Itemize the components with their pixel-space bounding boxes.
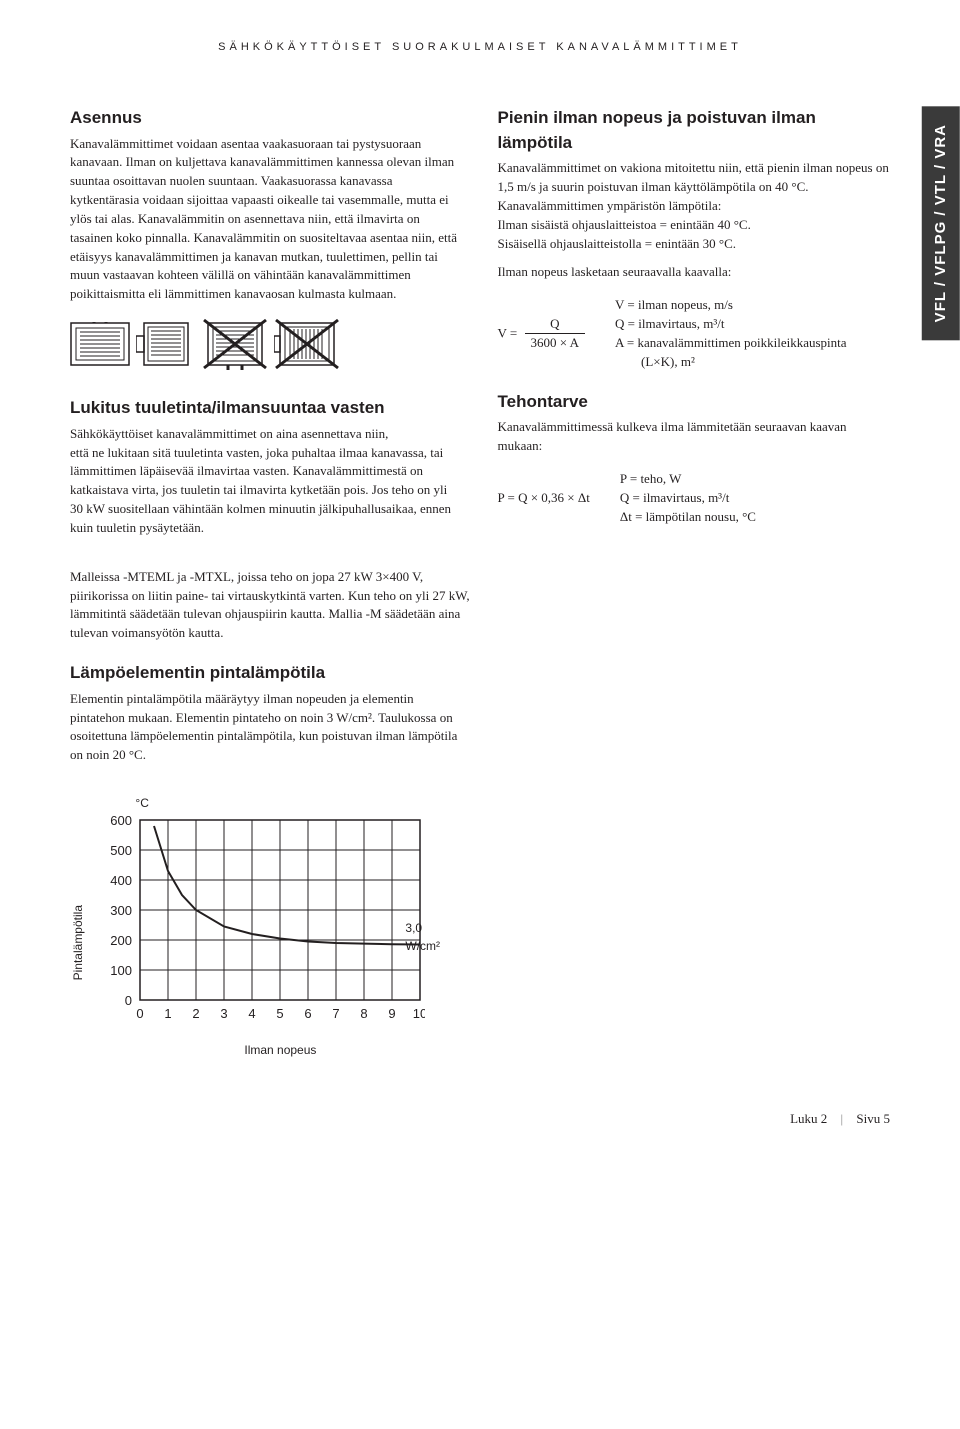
svg-text:0: 0 <box>125 993 132 1008</box>
installation-icons-row <box>70 318 463 376</box>
heater-wrong-1-icon <box>202 318 268 376</box>
fraction-num: Q <box>525 315 586 335</box>
right-column: Pienin ilman nopeus ja poistuvan ilman l… <box>498 106 891 548</box>
chart-x-label: Ilman nopeus <box>135 1042 425 1059</box>
chart-unit: °C <box>135 795 425 812</box>
svg-text:7: 7 <box>333 1006 340 1021</box>
svg-text:9: 9 <box>389 1006 396 1021</box>
svg-text:200: 200 <box>111 933 133 948</box>
heading-tehontarve: Tehontarve <box>498 390 891 415</box>
surface-temp-chart: 0123456789100100200300400500600 <box>95 815 425 1025</box>
svg-text:10: 10 <box>413 1006 425 1021</box>
svg-text:0: 0 <box>137 1006 144 1021</box>
heading-asennus: Asennus <box>70 106 463 131</box>
para-asennus: Kanavalämmittimet voidaan asentaa vaakas… <box>70 135 463 305</box>
svg-text:1: 1 <box>165 1006 172 1021</box>
heading-pintalampo: Lämpöelementin pintalämpötila <box>70 661 470 686</box>
para-lukitus-2: että ne lukitaan sitä tuuletinta vasten,… <box>70 444 463 538</box>
side-tab: VFL / VFLPG / VTL / VRA <box>922 106 960 340</box>
lower-single-column: Malleissa -MTEML ja -MTXL, joissa teho o… <box>70 568 470 765</box>
legend-a: A = kanavalämmittimen poikkileikkauspint… <box>615 334 847 353</box>
formula-v-lhs: V = Q 3600 × A <box>498 315 586 354</box>
svg-text:6: 6 <box>305 1006 312 1021</box>
svg-text:8: 8 <box>361 1006 368 1021</box>
svg-text:100: 100 <box>111 963 133 978</box>
legend-q2: Q = ilmavirtaus, m³/t <box>620 489 756 508</box>
para-lukitus-1: Sähkökäyttöiset kanavalämmittimet on ain… <box>70 425 463 444</box>
fraction: Q 3600 × A <box>525 315 586 354</box>
svg-text:500: 500 <box>111 843 133 858</box>
svg-text:400: 400 <box>111 873 133 888</box>
two-column-layout: VFL / VFLPG / VTL / VRA Asennus Kanavalä… <box>70 106 890 548</box>
page-footer: Luku 2 | Sivu 5 <box>70 1110 890 1129</box>
footer-page: Sivu 5 <box>856 1111 890 1126</box>
legend-dt: Δt = lämpötilan nousu, °C <box>620 508 756 527</box>
heading-lukitus: Lukitus tuuletinta/ilmansuuntaa vasten <box>70 396 463 421</box>
footer-sep: | <box>841 1111 844 1126</box>
para-pienin-3: Ilman sisäistä ohjauslaitteistoa = enint… <box>498 216 891 235</box>
svg-text:300: 300 <box>111 903 133 918</box>
para-tehontarve: Kanavalämmittimessä kulkeva ilma lämmite… <box>498 418 891 456</box>
svg-text:5: 5 <box>277 1006 284 1021</box>
svg-text:600: 600 <box>111 815 133 828</box>
svg-text:4: 4 <box>249 1006 256 1021</box>
chart-wrap: °C 0123456789100100200300400500600 3,0 W… <box>95 795 425 1060</box>
heater-horizontal-ok-icon <box>70 322 130 372</box>
legend-a2: (L×K), m² <box>615 353 847 372</box>
left-column: Asennus Kanavalämmittimet voidaan asenta… <box>70 106 463 548</box>
legend-v: V = ilman nopeus, m/s <box>615 296 847 315</box>
formula-power: P = Q × 0,36 × Δt P = teho, W Q = ilmavi… <box>498 470 891 527</box>
formula-v-eq: V = <box>498 325 518 340</box>
chart-y-label: Pintalämpötila <box>70 875 87 980</box>
legend-q: Q = ilmavirtaus, m³/t <box>615 315 847 334</box>
formula-p: P = Q × 0,36 × Δt <box>498 489 590 508</box>
formula-p-legend: P = teho, W Q = ilmavirtaus, m³/t Δt = l… <box>620 470 756 527</box>
para-pienin-1: Kanavalämmittimet on vakiona mitoitettu … <box>498 159 891 197</box>
chart-section: Pintalämpötila °C 0123456789100100200300… <box>70 795 890 1060</box>
para-pienin-4: Sisäisellä ohjauslaitteistolla = enintää… <box>498 235 891 254</box>
formula-velocity: V = Q 3600 × A V = ilman nopeus, m/s Q =… <box>498 296 891 371</box>
heading-pienin: Pienin ilman nopeus ja poistuvan ilman l… <box>498 106 891 155</box>
svg-text:3: 3 <box>221 1006 228 1021</box>
legend-p: P = teho, W <box>620 470 756 489</box>
formula-v-legend: V = ilman nopeus, m/s Q = ilmavirtaus, m… <box>615 296 847 371</box>
para-pienin-5: Ilman nopeus lasketaan seuraavalla kaava… <box>498 263 891 282</box>
svg-text:2: 2 <box>193 1006 200 1021</box>
heater-wrong-2-icon <box>274 318 340 376</box>
page-header: SÄHKÖKÄYTTÖISET SUORAKULMAISET KANAVALÄM… <box>70 40 890 56</box>
fraction-den: 3600 × A <box>525 334 586 353</box>
heater-vertical-ok-icon <box>136 322 196 372</box>
para-pienin-2: Kanavalämmittimen ympäristön lämpötila: <box>498 197 891 216</box>
para-models: Malleissa -MTEML ja -MTXL, joissa teho o… <box>70 568 470 643</box>
footer-chapter: Luku 2 <box>790 1111 827 1126</box>
chart-annotation: 3,0 W/cm² <box>405 920 440 955</box>
para-pintalampo: Elementin pintalämpötila määräytyy ilman… <box>70 690 470 765</box>
